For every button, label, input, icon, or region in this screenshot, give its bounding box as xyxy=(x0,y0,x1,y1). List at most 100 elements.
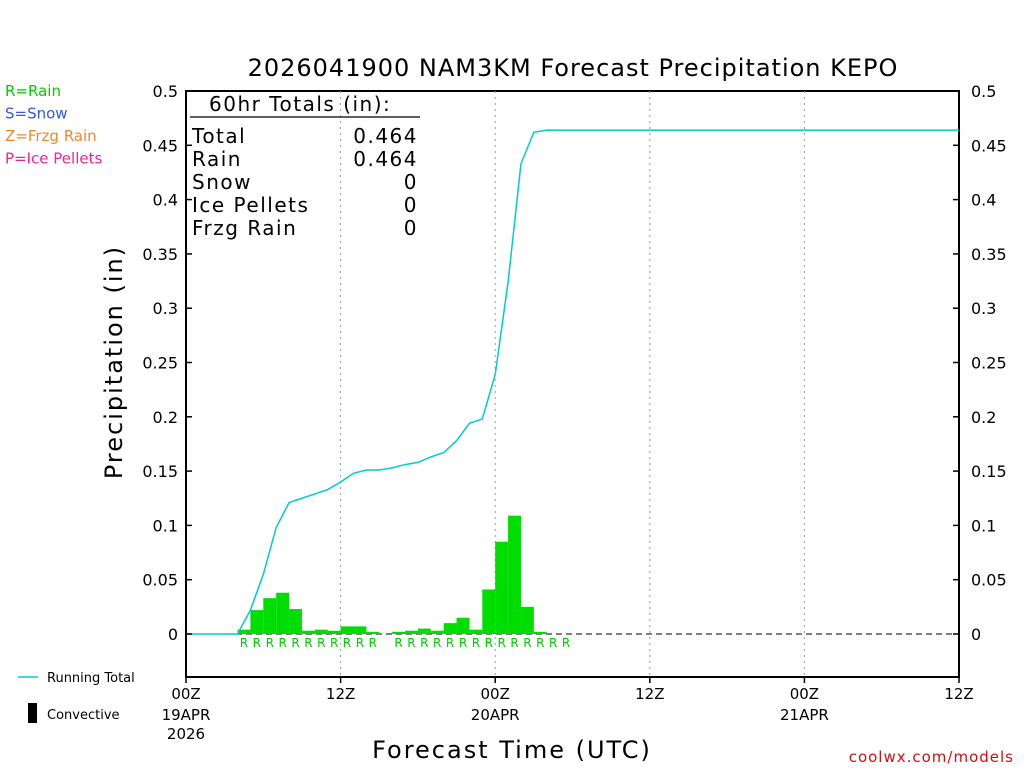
type-legend-item: P=Ice Pellets xyxy=(5,150,102,168)
rain-marker: R xyxy=(485,636,493,650)
bottom-legend: Running Total Convective xyxy=(18,671,135,723)
rain-bar xyxy=(314,629,328,634)
y-tick-label-right: 0.2 xyxy=(971,408,996,427)
rain-bar xyxy=(520,606,534,634)
rain-bar xyxy=(263,598,277,634)
x-tick-year: 2026 xyxy=(167,725,205,743)
rain-marker: R xyxy=(407,636,415,650)
totals-row-value: 0 xyxy=(404,170,418,194)
chart-title: 2026041900 NAM3KM Forecast Precipitation… xyxy=(248,54,899,82)
rain-bar xyxy=(443,623,457,634)
rain-bar xyxy=(405,630,418,634)
y-tick-label-right: 0.05 xyxy=(971,571,1007,590)
rain-bar xyxy=(250,610,264,634)
x-tick-date: 19APR xyxy=(162,706,211,724)
y-axis-ticks: 0 00.05 0.050.1 0.10.15 0.150.2 0.20.25 0.250.… xyxy=(142,82,1006,644)
x-tick-label: 12Z xyxy=(944,685,973,703)
rain-bar xyxy=(301,630,315,634)
rain-bar xyxy=(417,628,431,634)
rain-marker: R xyxy=(240,636,248,650)
vertical-gridlines xyxy=(340,91,805,677)
rain-marker: R xyxy=(291,636,299,650)
rain-marker: R xyxy=(394,636,402,650)
rain-marker: R xyxy=(433,636,441,650)
rain-bar xyxy=(353,626,367,634)
totals-row-value: 0.464 xyxy=(353,124,418,148)
rain-marker: R xyxy=(356,636,364,650)
y-tick-label-left: 0.3 xyxy=(153,299,178,318)
totals-row-value: 0 xyxy=(404,193,418,217)
rain-marker: R xyxy=(343,636,351,650)
rain-bar xyxy=(495,541,509,634)
rain-marker: R xyxy=(369,636,377,650)
y-tick-label-right: 0.45 xyxy=(971,136,1007,155)
x-tick-label: 00Z xyxy=(790,685,819,703)
x-tick-date: 21APR xyxy=(780,706,829,724)
y-tick-label-left: 0.1 xyxy=(153,516,178,535)
y-tick-label-right: 0 xyxy=(971,625,981,644)
y-tick-label-left: 0.5 xyxy=(153,82,178,101)
rain-bar xyxy=(508,515,521,634)
rain-marker: R xyxy=(472,636,480,650)
y-tick-label-left: 0.25 xyxy=(142,354,178,373)
plot-frame xyxy=(185,90,960,678)
type-legend-item: S=Snow xyxy=(5,105,68,123)
rain-marker: R xyxy=(420,636,428,650)
y-tick-label-left: 0.45 xyxy=(142,136,178,155)
y-tick-label-left: 0.15 xyxy=(142,462,178,481)
totals-row-label: Rain xyxy=(192,147,242,171)
y-tick-label-right: 0.3 xyxy=(971,299,996,318)
y-tick-label-right: 0.1 xyxy=(971,516,996,535)
hourly-rain-bars xyxy=(237,515,547,634)
rain-marker: R xyxy=(510,636,518,650)
totals-row-value: 0.464 xyxy=(353,147,418,171)
rain-bar xyxy=(482,589,496,634)
convective-swatch xyxy=(28,703,37,723)
x-tick-label: 00Z xyxy=(171,685,200,703)
rain-bar xyxy=(289,609,302,634)
rain-marker: R xyxy=(536,636,544,650)
convective-legend-label: Convective xyxy=(47,708,120,723)
rain-marker: R xyxy=(253,636,261,650)
totals-row-label: Ice Pellets xyxy=(192,193,309,217)
y-tick-label-left: 0.05 xyxy=(142,571,178,590)
totals-box: 60hr Totals (in): Total 0.464 Rain 0.464 Sno… xyxy=(190,92,420,240)
totals-heading: 60hr Totals (in): xyxy=(209,92,391,116)
running-total-line xyxy=(186,129,959,635)
rain-marker: R xyxy=(549,636,557,650)
x-tick-label: 00Z xyxy=(481,685,510,703)
x-tick-label: 12Z xyxy=(635,685,664,703)
y-tick-label-left: 0.35 xyxy=(142,245,178,264)
x-tick-label: 12Z xyxy=(326,685,355,703)
x-axis-label: Forecast Time (UTC) xyxy=(372,736,652,764)
y-tick-label-right: 0.4 xyxy=(971,191,996,210)
rain-bar xyxy=(327,630,341,634)
totals-row-label: Total xyxy=(191,124,246,148)
rain-bar xyxy=(237,629,251,634)
y-tick-label-right: 0.5 xyxy=(971,82,996,101)
y-tick-label-right: 0.35 xyxy=(971,245,1007,264)
totals-row-value: 0 xyxy=(404,216,418,240)
y-axis-label: Precipitation (in) xyxy=(100,245,128,479)
y-tick-label-left: 0.4 xyxy=(153,191,178,210)
type-legend-item: Z=Frzg Rain xyxy=(5,127,97,145)
rain-marker: R xyxy=(459,636,467,650)
precip-type-legend: R=Rain S=Snow Z=Frzg Rain P=Ice Pellets xyxy=(5,82,102,168)
rain-bar xyxy=(276,592,290,634)
rain-bar xyxy=(456,617,470,634)
rain-marker: R xyxy=(266,636,274,650)
rain-marker: R xyxy=(330,636,338,650)
running-total-legend-label: Running Total xyxy=(47,671,135,686)
rain-bar xyxy=(392,631,406,634)
rain-marker: R xyxy=(523,636,531,650)
rain-bar xyxy=(469,629,483,634)
rain-bar xyxy=(430,630,444,634)
type-legend-item: R=Rain xyxy=(5,82,61,100)
credit-text: coolwx.com/models xyxy=(849,748,1014,766)
rain-marker: R xyxy=(278,636,286,650)
rain-bar xyxy=(366,631,380,634)
totals-row-label: Frzg Rain xyxy=(192,216,297,240)
